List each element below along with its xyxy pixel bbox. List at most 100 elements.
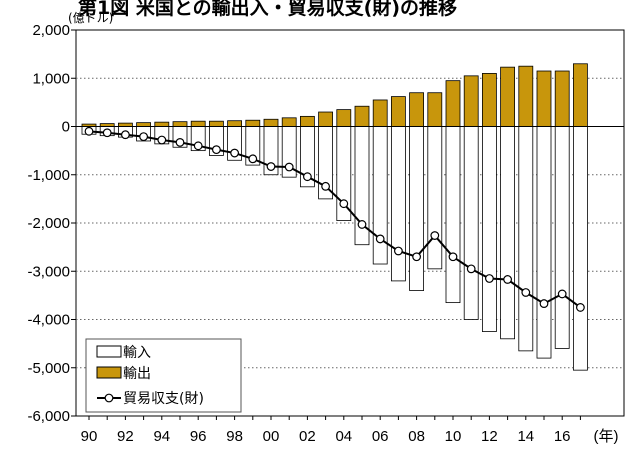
balance-point [266,162,276,171]
export-bar [208,120,224,127]
x-tick-label: 10 [445,428,462,445]
import-bar [390,126,406,282]
export-bar [227,120,243,127]
x-axis-ticks: 90 92 94 96 98 00 02 04 06 08 10 12 14 16 [81,416,581,445]
balance-point [394,246,403,256]
balance-point [157,135,167,145]
export-bar [409,92,425,127]
y-tick-label: -3,000 [27,263,70,280]
legend-import-label: 輸入 [123,345,151,361]
bars [81,63,588,371]
export-bar [245,119,261,127]
balance-point [120,130,130,140]
export-bar [481,73,497,127]
import-bar [500,126,516,340]
export-bar [336,109,352,127]
balance-line-layer [84,126,585,312]
export-bar [318,111,334,127]
x-axis-year-suffix: (年) [594,428,619,445]
balance-point [430,231,440,240]
x-tick-label: 08 [408,428,425,445]
legend-import-swatch [96,345,122,358]
export-bar [136,122,152,127]
import-bar [409,126,425,291]
export-bar [518,65,534,127]
y-tick-label: 2,000 [32,22,70,39]
y-tick-label: -5,000 [27,360,70,377]
balance-point [357,220,367,229]
balance-point [248,154,258,164]
export-bar [427,92,443,127]
export-bar [445,80,461,127]
legend-export-label: 輸出 [123,366,151,382]
balance-point [557,289,567,299]
balance-point [576,303,585,312]
balance-point [303,172,312,182]
x-tick-label: 98 [226,428,243,445]
import-bar [573,126,588,371]
balance-point [84,126,94,136]
legend: 輸入 輸出 貿易収支(財) [85,338,242,413]
balance-point [193,141,203,151]
import-bar [427,126,443,270]
balance-point [284,162,294,172]
export-bar [190,120,206,127]
export-bar [172,121,188,127]
balance-point [539,299,549,308]
balance-line [88,130,581,309]
y-tick-label: -2,000 [27,215,70,232]
balance-point [211,145,221,155]
import-bar [536,126,552,359]
x-tick-label: 12 [481,428,498,445]
y-tick-label: -1,000 [27,167,70,184]
balance-point [139,132,149,142]
export-bar [573,63,588,127]
balance-point [339,199,349,209]
y-axis-ticks: 2,000 1,000 0 -1,000 -2,000 -3,000 -4,000 -5,00… [27,22,76,425]
balance-point [230,148,240,158]
export-bar [299,115,315,127]
export-bar [463,75,479,127]
export-bar [118,122,133,127]
balance-point [503,275,513,284]
export-bar [263,118,279,127]
balance-point [448,252,458,262]
x-tick-label: 96 [190,428,207,445]
balance-point [521,288,531,297]
y-tick-label: 1,000 [32,70,70,87]
y-tick-label: -4,000 [27,312,70,329]
balance-point [175,138,185,147]
x-tick-label: 92 [117,428,134,445]
y-unit-label: (億ドル) [68,11,113,25]
legend-balance-marker [104,393,114,403]
x-tick-label: 94 [153,428,170,445]
x-tick-label: 00 [263,428,280,445]
x-tick-label: 14 [517,428,534,445]
import-bar [445,126,461,304]
export-bar [154,121,170,127]
export-bar [536,70,552,127]
import-bar [463,126,479,320]
balance-point [412,252,422,262]
balance-point [102,128,112,138]
balance-point [375,234,385,244]
balance-point [321,181,331,191]
export-bar [372,99,388,127]
y-tick-label: -6,000 [27,408,70,425]
balance-point [466,264,476,274]
export-bar [390,96,406,127]
import-bar [518,126,534,352]
export-bar [500,66,516,127]
x-tick-label: 04 [335,428,352,445]
export-bar [281,117,297,127]
legend-balance-label: 貿易収支(財) [123,391,204,407]
import-bar [372,126,388,265]
legend-export-swatch [96,366,122,379]
import-bar [554,126,570,349]
export-bar [554,70,570,127]
x-tick-label: 16 [554,428,571,445]
y-tick-label: 0 [62,119,70,136]
x-tick-label: 02 [299,428,316,445]
balance-point [485,274,494,283]
